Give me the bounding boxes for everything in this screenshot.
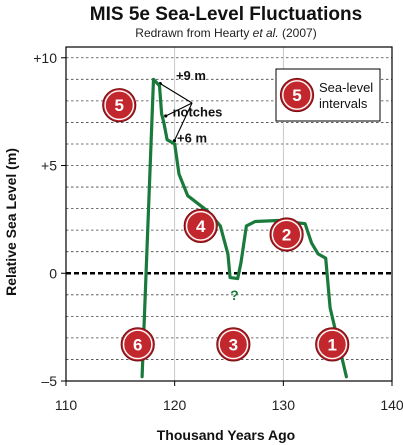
- legend-marker-ring: [282, 80, 312, 110]
- x-tick-label: 140: [380, 397, 403, 413]
- interval-marker: [315, 327, 350, 362]
- x-tick-label: 130: [272, 397, 296, 413]
- interval-marker-ring: [271, 219, 302, 250]
- interval-marker-ring: [104, 90, 135, 121]
- interval-marker: [269, 217, 304, 252]
- annotation-label: notches: [173, 105, 223, 120]
- notch-pointer-tip: [172, 139, 177, 143]
- x-tick-label: 110: [55, 397, 78, 413]
- interval-marker-ring: [218, 329, 249, 360]
- x-axis-label: Thousand Years Ago: [157, 427, 295, 443]
- annotation-label: +6 m: [177, 131, 207, 146]
- interval-marker-ring: [185, 210, 216, 241]
- chart-title: MIS 5e Sea-Level Fluctuations: [90, 4, 362, 25]
- y-tick-label: –5: [41, 373, 57, 389]
- interval-marker-label: 4: [196, 217, 206, 236]
- annotation-label: +9 m: [176, 68, 206, 83]
- legend-marker-label: 5: [292, 86, 301, 105]
- interval-marker-label: 2: [282, 225, 291, 244]
- interval-marker: [120, 327, 155, 362]
- interval-marker: [183, 208, 218, 243]
- subtitle-italic: et al.: [253, 26, 279, 40]
- interval-marker-ring: [122, 329, 153, 360]
- notch-pointer-line: [165, 102, 193, 117]
- interval-marker: [102, 88, 137, 123]
- y-tick-label: +10: [33, 50, 57, 66]
- annotation-label: ?: [230, 287, 239, 303]
- legend-marker: [279, 77, 315, 113]
- notch-pointer-line: [173, 102, 193, 141]
- y-axis-label: Relative Sea Level (m): [3, 148, 19, 296]
- subtitle-prefix: Redrawn from Hearty: [135, 26, 252, 40]
- legend-text-line1: Sea-level: [319, 80, 373, 95]
- plot-frame: [65, 46, 393, 382]
- interval-marker-label: 3: [229, 335, 238, 354]
- y-tick-label: +5: [41, 158, 57, 174]
- interval-marker-ring: [317, 329, 348, 360]
- interval-marker-label: 5: [115, 96, 124, 115]
- interval-marker: [216, 327, 251, 362]
- series-line: [140, 77, 348, 379]
- chart-subtitle: Redrawn from Hearty et al. (2007): [135, 26, 316, 40]
- interval-marker-label: 1: [327, 335, 336, 354]
- notch-pointer-line: [159, 83, 193, 104]
- interval-marker-label: 6: [133, 335, 142, 354]
- legend-text-line2: intervals: [319, 96, 368, 111]
- plot-area: –5 0 +5 +10 110 120 130 140 +9 m notches +6 m? 1 2 3 4…: [33, 46, 403, 413]
- subtitle-suffix: (2007): [279, 26, 317, 40]
- y-tick-label: 0: [49, 265, 57, 281]
- notch-pointer-tip: [164, 114, 168, 118]
- x-tick-label: 120: [163, 397, 187, 413]
